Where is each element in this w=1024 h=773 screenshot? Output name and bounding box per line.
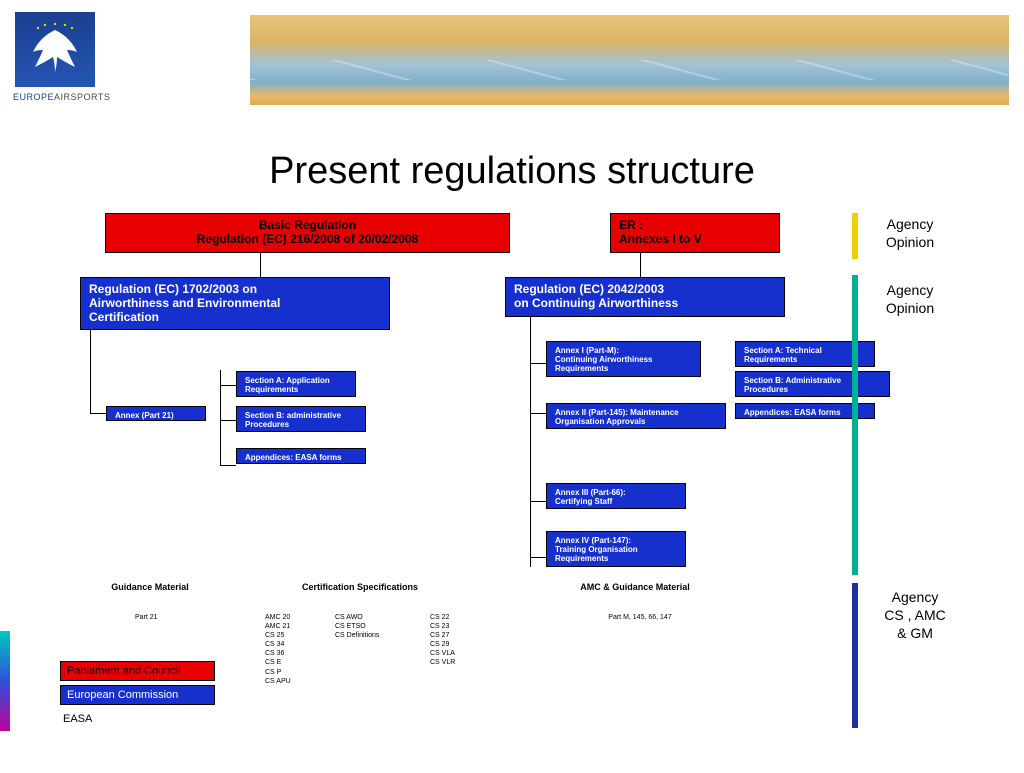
conn-r-h1 xyxy=(530,363,546,364)
left-secA-box: Section A: Application Requirements xyxy=(236,371,356,397)
er-line1: ER : xyxy=(619,218,771,232)
conn-l-main-h xyxy=(90,413,106,414)
banner-sky-photo xyxy=(250,15,1009,105)
a4-l1: Annex IV (Part-147): xyxy=(555,536,677,545)
conn-v1 xyxy=(260,253,261,277)
legend-parl-text: Parliament and Council xyxy=(67,665,181,677)
cs-col2: CS AWO CS ETSO CS Definitions xyxy=(335,613,379,640)
annex-part21-box: Annex (Part 21) xyxy=(106,406,206,421)
accent-bar-tier3 xyxy=(852,583,858,728)
tier2-side-label: Agency Opinion xyxy=(870,281,950,317)
er-line2: Annexes I to V xyxy=(619,232,771,246)
legend-commission: European Commission xyxy=(60,685,215,705)
amc-hdr-text: AMC & Guidance Material xyxy=(580,582,690,592)
r2042-l2: on Continuing Airworthiness xyxy=(514,296,776,310)
r1702-l2: Airworthiness and Environmental xyxy=(89,296,381,310)
guidance-material-header: Guidance Material xyxy=(95,583,205,593)
a2-l1: Annex II (Part-145): Maintenance xyxy=(555,408,717,417)
amc-guidance-header: AMC & Guidance Material xyxy=(565,583,705,593)
l-secA-l1: Section A: Application xyxy=(245,376,347,385)
t3-side-l3: & GM xyxy=(870,624,960,642)
org-name-suffix: AIRSPORTS xyxy=(54,92,110,102)
guidance-hdr-text: Guidance Material xyxy=(111,582,189,592)
r-secA-l2: Requirements xyxy=(744,355,866,364)
t3-side-l1: Agency xyxy=(870,588,960,606)
l-secB-l2: Procedures xyxy=(245,420,357,429)
right-secB-box: Section B: Administrative Procedures xyxy=(735,371,890,397)
accent-bar-tier2 xyxy=(852,275,858,575)
l-app: Appendices: EASA forms xyxy=(245,453,342,462)
t2-side-l1: Agency xyxy=(870,281,950,299)
reg-2042-box: Regulation (EC) 2042/2003 on Continuing … xyxy=(505,277,785,317)
legend-easa: EASA xyxy=(63,713,92,725)
conn-v2 xyxy=(640,253,641,277)
annex1-partM-box: Annex I (Part-M): Continuing Airworthine… xyxy=(546,341,701,377)
a1-l3: Requirements xyxy=(555,364,692,373)
conn-l-h3 xyxy=(220,465,236,466)
a3-l1: Annex III (Part-66): xyxy=(555,488,677,497)
left-secB-box: Section B: administrative Procedures xyxy=(236,406,366,432)
legend-comm-text: European Commission xyxy=(67,689,178,701)
annex3-part66-box: Annex III (Part-66): Certifying Staff xyxy=(546,483,686,509)
er-annexes-box: ER : Annexes I to V xyxy=(610,213,780,253)
r-secA-l1: Section A: Technical xyxy=(744,346,866,355)
guidance-item: Part 21 xyxy=(135,613,158,622)
t1-side-l2: Opinion xyxy=(870,233,950,251)
r-secB-l1: Section B: Administrative xyxy=(744,376,881,385)
reg-1702-box: Regulation (EC) 1702/2003 on Airworthine… xyxy=(80,277,390,330)
conn-r-h3 xyxy=(530,501,546,502)
a1-l1: Annex I (Part-M): xyxy=(555,346,692,355)
tier3-side-label: Agency CS , AMC & GM xyxy=(870,588,960,643)
regulations-diagram: Basic Regulation Regulation (EC) 216/200… xyxy=(0,213,1024,773)
accent-bar-tier1 xyxy=(852,213,858,259)
left-app-box: Appendices: EASA forms xyxy=(236,448,366,464)
basic-reg-line1: Basic Regulation xyxy=(114,218,501,232)
basic-reg-line2: Regulation (EC) 216/2008 of 20/02/2008 xyxy=(114,232,501,246)
left-accent-stripe xyxy=(0,631,10,731)
a4-l2: Training Organisation xyxy=(555,545,677,554)
amc-item: Part M, 145, 66, 147 xyxy=(605,613,675,622)
org-logo xyxy=(15,12,95,87)
cs-col3: CS 22 CS 23 CS 27 CS 29 CS VLA CS VLR xyxy=(430,613,455,668)
eagle-icon xyxy=(25,22,85,77)
r2042-l1: Regulation (EC) 2042/2003 xyxy=(514,282,776,296)
t2-side-l2: Opinion xyxy=(870,299,950,317)
r-secB-l2: Procedures xyxy=(744,385,881,394)
org-name: EUROPEAIRSPORTS xyxy=(13,92,110,102)
basic-regulation-box: Basic Regulation Regulation (EC) 216/200… xyxy=(105,213,510,253)
annex4-part147-box: Annex IV (Part-147): Training Organisati… xyxy=(546,531,686,567)
conn-l-h1 xyxy=(220,385,236,386)
annex2-part145-box: Annex II (Part-145): Maintenance Organis… xyxy=(546,403,726,429)
conn-l-main-v xyxy=(90,330,91,413)
header-banner: EUROPEAIRSPORTS xyxy=(0,0,1024,110)
r1702-l3: Certification xyxy=(89,310,381,324)
org-name-prefix: EUROPE xyxy=(13,92,54,102)
a1-l2: Continuing Airworthiness xyxy=(555,355,692,364)
t1-side-l1: Agency xyxy=(870,215,950,233)
conn-r-h2 xyxy=(530,413,546,414)
annex-part21: Annex (Part 21) xyxy=(115,411,174,420)
a2-l2: Organisation Approvals xyxy=(555,417,717,426)
a3-l2: Certifying Staff xyxy=(555,497,677,506)
conn-l-h2 xyxy=(220,420,236,421)
r1702-l1: Regulation (EC) 1702/2003 on xyxy=(89,282,381,296)
t3-side-l2: CS , AMC xyxy=(870,606,960,624)
l-secB-l1: Section B: administrative xyxy=(245,411,357,420)
conn-r-h4 xyxy=(530,557,546,558)
cert-hdr-text: Certification Specifications xyxy=(302,582,418,592)
r-app: Appendices: EASA forms xyxy=(744,408,841,417)
slide-title: Present regulations structure xyxy=(0,150,1024,193)
a4-l3: Requirements xyxy=(555,554,677,563)
cs-col1: AMC 20 AMC 21 CS 25 CS 34 CS 36 CS E CS … xyxy=(265,613,291,686)
tier1-side-label: Agency Opinion xyxy=(870,215,950,251)
cert-spec-header: Certification Specifications xyxy=(290,583,430,593)
conn-r-main-v xyxy=(530,317,531,567)
l-secA-l2: Requirements xyxy=(245,385,347,394)
legend-parliament: Parliament and Council xyxy=(60,661,215,681)
